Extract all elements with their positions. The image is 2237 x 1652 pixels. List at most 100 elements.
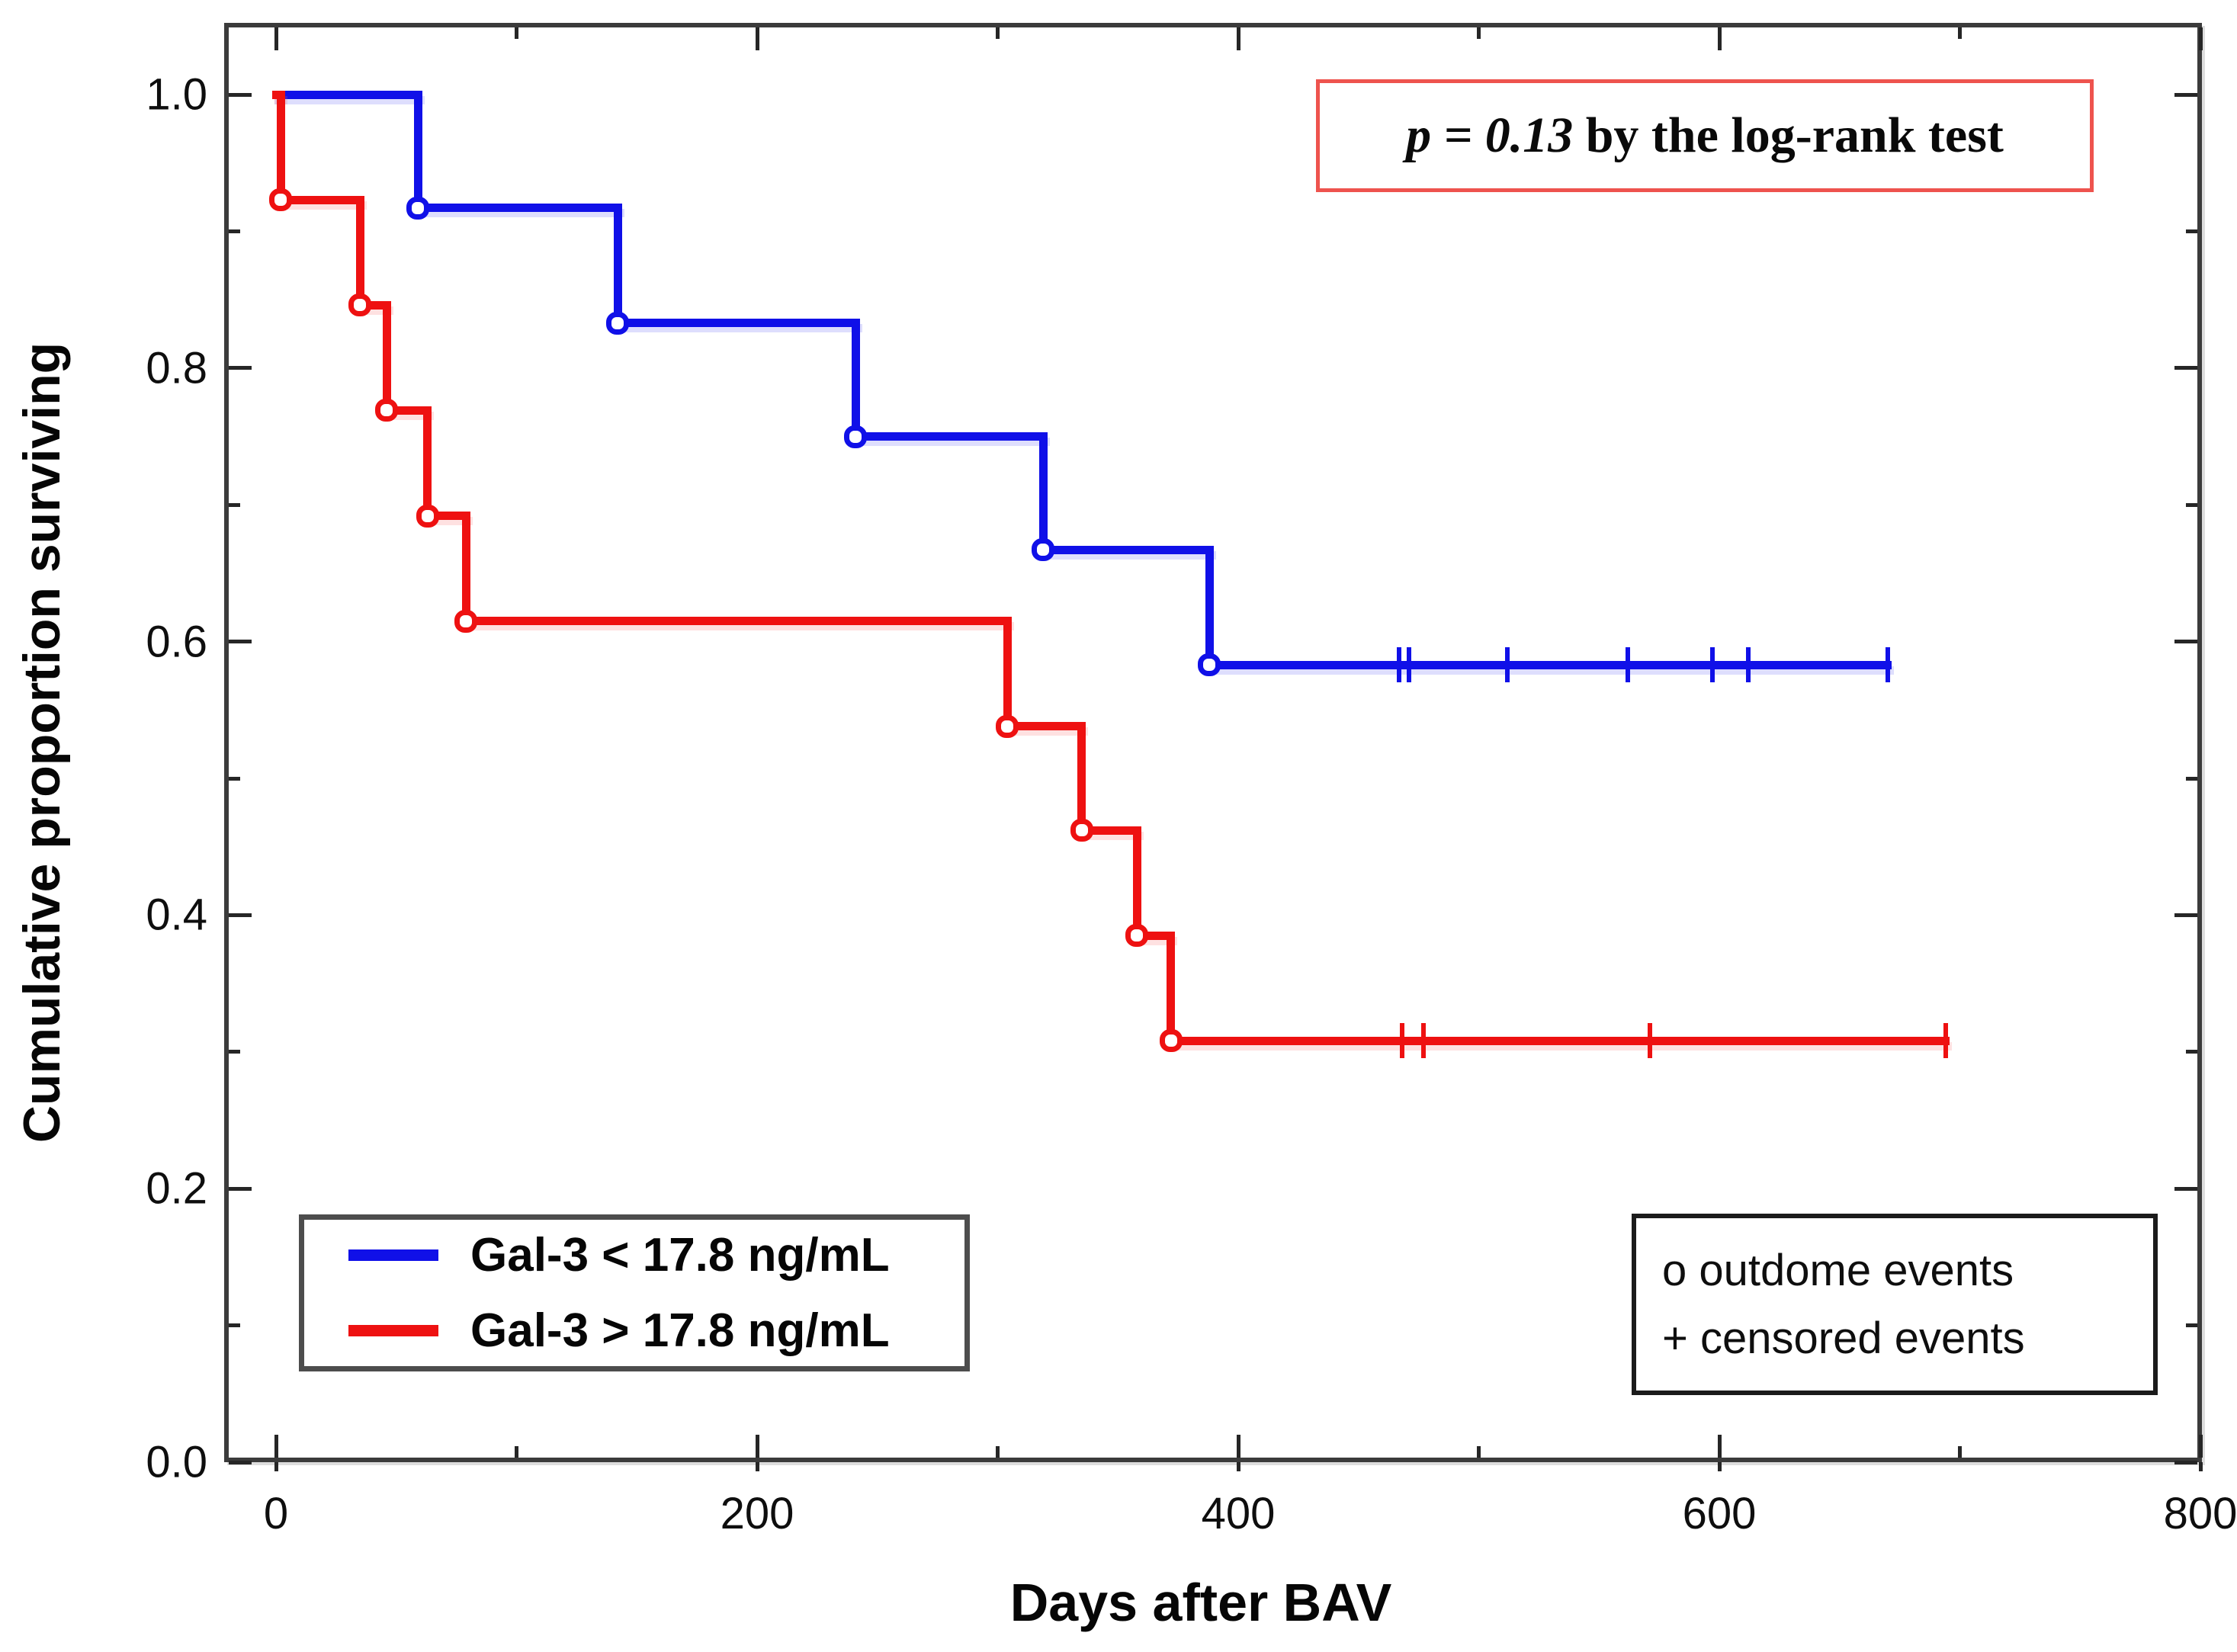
km-segment (1167, 931, 1176, 1045)
axis-tick (229, 1323, 240, 1328)
outcome-event-marker (1198, 653, 1221, 677)
censored-marker-symbol: + (1662, 1314, 1688, 1363)
km-segment (1205, 660, 1892, 669)
km-segment (423, 406, 432, 521)
censored-event-marker (1505, 647, 1510, 683)
km-segment (1132, 931, 1176, 940)
censored-event-marker (1885, 647, 1890, 683)
y-axis-title: Cumulative proportion surviving (13, 342, 71, 1144)
axis-tick (229, 640, 252, 644)
km-segment (413, 204, 622, 213)
axis-tick (229, 229, 240, 233)
x-axis-title: Days after BAV (1009, 1573, 1392, 1632)
outcome-event-marker (375, 399, 399, 422)
km-segment (1167, 1036, 1950, 1045)
blue-line-swatch (348, 1249, 438, 1261)
legend-label: Gal-3 > 17.8 ng/mL (470, 1304, 890, 1357)
axis-tick (229, 913, 252, 917)
axis-tick (2186, 776, 2197, 781)
axis-tick (515, 1446, 518, 1458)
axis-tick (229, 1460, 252, 1464)
km-segment (271, 90, 422, 99)
axis-tick (755, 27, 759, 50)
x-tick-label: 400 (1201, 1489, 1276, 1538)
y-tick-label: 0.2 (146, 1163, 207, 1214)
km-segment (355, 195, 364, 310)
km-segment (1205, 545, 1214, 669)
axis-tick (1236, 1435, 1240, 1458)
outcome-event-marker (454, 609, 478, 633)
axis-tick (1477, 27, 1481, 39)
axis-tick (2174, 1460, 2197, 1464)
outcome-event-marker (348, 294, 372, 317)
censored-event-marker (1647, 1023, 1652, 1059)
censored-event-marker (1420, 1023, 1426, 1059)
axis-tick (1717, 27, 1722, 50)
outcome-event-marker (1070, 819, 1093, 842)
legend-item-high-gal3: Gal-3 > 17.8 ng/mL (348, 1304, 964, 1358)
censored-events-label: censored events (1700, 1314, 2025, 1363)
axis-tick (996, 1446, 1000, 1458)
curve-legend: Gal-3 < 17.8 ng/mL Gal-3 > 17.8 ng/mL (299, 1214, 970, 1371)
axis-tick (755, 1462, 759, 1471)
axis-tick (274, 1462, 278, 1471)
axis-tick (229, 92, 252, 97)
events-legend: o outdome events + censored events (1632, 1214, 2158, 1395)
km-segment (1003, 617, 1012, 731)
axis-tick (1717, 1435, 1722, 1458)
km-segment (276, 195, 364, 204)
km-segment (276, 90, 285, 204)
legend-label: Gal-3 < 17.8 ng/mL (470, 1229, 890, 1282)
censored-event-marker (1399, 1023, 1404, 1059)
axis-tick (2174, 640, 2197, 644)
p-value-text: p = 0.13 (1406, 107, 1574, 163)
y-tick-label: 0.4 (146, 890, 207, 940)
censored-event-marker (1943, 1023, 1948, 1059)
km-segment (382, 300, 391, 415)
axis-tick (996, 27, 1000, 39)
legend-item-low-gal3: Gal-3 < 17.8 ng/mL (348, 1228, 964, 1282)
km-segment (1003, 722, 1086, 731)
axis-tick (229, 1186, 252, 1191)
outcome-events-label: outdome events (1699, 1246, 2014, 1295)
y-tick-label: 0.0 (146, 1437, 207, 1487)
km-segment (355, 300, 391, 310)
x-tick-label: 0 (263, 1489, 289, 1538)
outcome-event-marker (844, 425, 868, 448)
km-segment (1132, 826, 1141, 940)
outcome-event-marker (416, 504, 439, 528)
axis-tick (2174, 92, 2197, 97)
axis-tick (229, 366, 252, 370)
outcome-event-marker (1125, 924, 1149, 948)
censored-event-marker (1407, 647, 1411, 683)
outcome-event-marker (269, 188, 293, 212)
x-tick-label: 200 (720, 1489, 794, 1538)
km-segment (423, 512, 470, 521)
axis-tick (2186, 502, 2197, 507)
axis-tick (2198, 1462, 2203, 1471)
axis-tick (755, 1435, 759, 1458)
axis-tick (229, 1050, 240, 1054)
axis-tick (2198, 27, 2203, 50)
km-segment (851, 319, 860, 441)
axis-tick (229, 776, 240, 781)
outcome-event-marker (1159, 1029, 1183, 1053)
censored-event-marker (1397, 647, 1402, 683)
p-value-suffix: by the log-rank test (1573, 107, 2004, 163)
km-segment (851, 432, 1048, 441)
km-segment (1077, 722, 1086, 835)
outcome-marker-symbol: o (1662, 1246, 1687, 1295)
axis-tick (2186, 1050, 2197, 1054)
axis-tick (1236, 1462, 1240, 1471)
axis-tick (2174, 1186, 2197, 1191)
axis-tick (1477, 1446, 1481, 1458)
outcome-events-key: o outdome events (1662, 1245, 2153, 1296)
axis-tick (2174, 366, 2197, 370)
red-line-swatch (348, 1325, 438, 1336)
outcome-event-marker (606, 311, 629, 335)
km-segment (1077, 826, 1141, 835)
axis-tick (274, 27, 278, 50)
p-value-annotation: p = 0.13 by the log-rank test (1316, 79, 2094, 192)
x-tick-label: 600 (1682, 1489, 1757, 1538)
